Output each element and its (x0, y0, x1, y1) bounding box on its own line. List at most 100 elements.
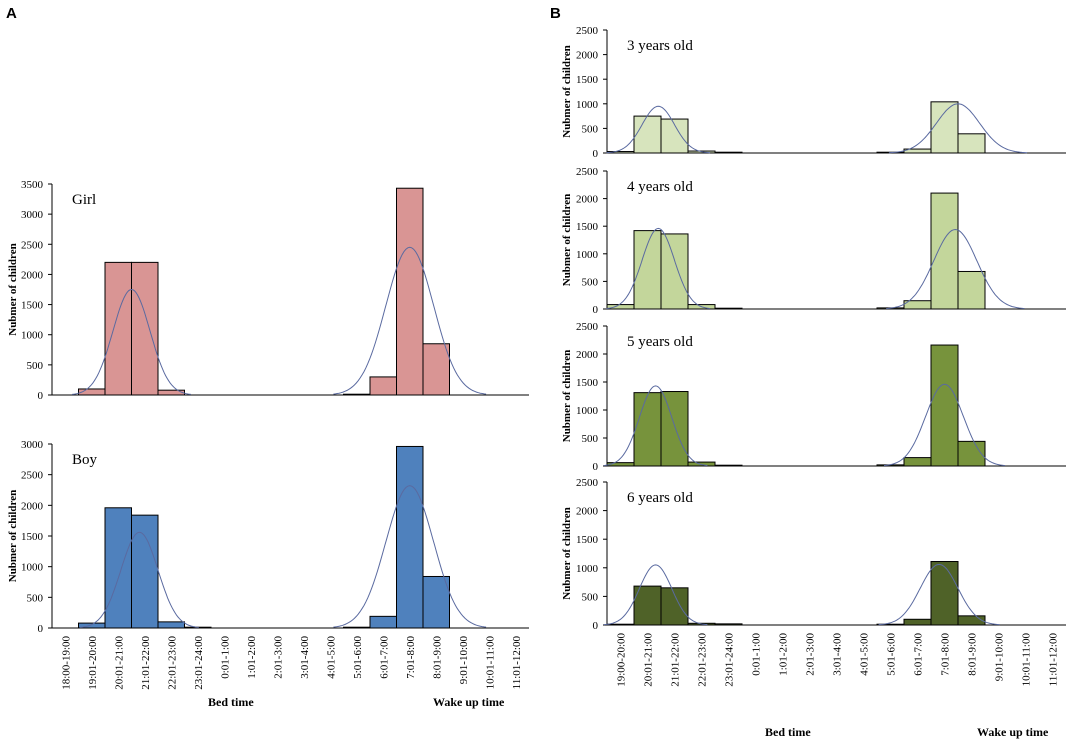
x-tick-label: 23:01-24:00 (724, 633, 736, 687)
bar-7:01-8:00 (396, 445, 424, 629)
normal-curve-0 (606, 105, 711, 154)
bar-6:01-7:00 (903, 457, 932, 467)
x-tick-label: 19:01-20:00 (87, 636, 99, 690)
x-tick-label: 6:01-7:00 (378, 636, 390, 679)
y-axis-label: Nubmer of children (7, 243, 19, 336)
y-tick-label: 2500 (576, 25, 599, 37)
bar-21:01-22:00 (131, 514, 159, 629)
chart-5: 0 500 1000 1500 2000 2500 Nubmer of children 6 … (561, 477, 1066, 632)
chart-1: 0 500 1000 1500 2000 2500 3000 Nubmer of childr… (7, 439, 529, 635)
bar-23:01-24:00 (714, 623, 743, 626)
bar-19:00-20:00 (606, 623, 635, 626)
y-tick-label: 0 (38, 390, 44, 402)
x-tick-label: 9:01-10:00 (994, 633, 1006, 682)
y-tick-label: 1500 (21, 531, 44, 543)
normal-curve-1 (878, 563, 1000, 626)
x-tick-label: 10:01-11:00 (1021, 633, 1033, 687)
y-tick-label: 1000 (21, 330, 44, 342)
bar-7:01-8:00 (930, 101, 959, 154)
bar-8:01-9:00 (957, 615, 986, 626)
x-tick-label: 4:01-5:00 (325, 636, 337, 679)
normal-curve-1 (883, 383, 1006, 466)
bar-8:01-9:00 (422, 343, 450, 396)
subplot-title: Boy (72, 452, 98, 468)
x-tick-label: 8:01-9:00 (431, 636, 443, 679)
normal-curve-0 (603, 564, 708, 626)
bar-8:01-9:00 (957, 133, 986, 154)
chart-4: 0 500 1000 1500 2000 2500 Nubmer of children 5 … (561, 321, 1066, 473)
y-tick-label: 500 (582, 591, 599, 603)
x-tick-label: 6:01-7:00 (913, 633, 925, 676)
x-tick-label: 7:01-8:00 (405, 636, 417, 679)
bar-21:01-22:00 (660, 587, 689, 626)
bar-20:01-21:00 (633, 230, 662, 310)
x-tick-label: 18:00-19:00 (60, 636, 72, 690)
x-tick-label: 11:01-12:00 (511, 636, 523, 690)
bar-8:01-9:00 (422, 575, 450, 629)
y-axis-label: Nubmer of children (561, 194, 573, 287)
normal-curve-0 (603, 385, 708, 466)
y-tick-label: 2000 (576, 50, 599, 62)
x-tick-label: 7:01-8:00 (940, 633, 952, 676)
panel-letter-b: B (550, 5, 561, 22)
y-tick-label: 1500 (576, 534, 599, 546)
normal-curve-1 (333, 246, 487, 395)
bar-20:01-21:00 (104, 507, 132, 629)
bar-23:01-24:00 (714, 464, 743, 467)
bar-21:01-22:00 (660, 391, 689, 467)
x-tick-label: 1:01-2:00 (778, 633, 790, 676)
y-axis-label: Nubmer of children (561, 507, 573, 600)
y-tick-label: 500 (27, 360, 44, 372)
chart-3: 0 500 1000 1500 2000 2500 Nubmer of children 4 … (561, 166, 1066, 316)
y-tick-label: 1000 (576, 405, 599, 417)
bar-23:01-24:00 (714, 307, 743, 310)
y-tick-label: 2500 (21, 470, 44, 482)
y-tick-label: 1000 (576, 99, 599, 111)
bar-20:01-21:00 (633, 392, 662, 467)
y-tick-label: 2500 (21, 239, 44, 251)
y-axis-label: Nubmer of children (561, 350, 573, 443)
bar-5:01-6:00 (343, 393, 371, 396)
y-tick-label: 0 (593, 620, 599, 632)
y-tick-label: 1500 (576, 74, 599, 86)
y-tick-label: 2500 (576, 321, 599, 333)
y-tick-label: 1500 (576, 221, 599, 233)
bar-8:01-9:00 (957, 270, 986, 310)
y-tick-label: 500 (582, 276, 599, 288)
bar-6:01-7:00 (369, 615, 397, 629)
x-tick-label: 23:01-24:00 (193, 636, 205, 690)
subplot-title: 3 years old (627, 38, 693, 54)
x-tick-label: 0:01-1:00 (219, 636, 231, 679)
bar-7:01-8:00 (930, 344, 959, 467)
y-tick-label: 2000 (576, 349, 599, 361)
normal-curve-1 (333, 485, 487, 628)
y-tick-label: 0 (593, 304, 599, 316)
x-tick-label: 22:01-23:00 (697, 633, 709, 687)
bar-7:01-8:00 (396, 187, 424, 396)
y-tick-label: 2500 (576, 477, 599, 489)
charts: 0 500 1000 1500 2000 2500 3000 3500 Nubmer of ch… (7, 25, 1066, 690)
y-tick-label: 3000 (21, 439, 44, 451)
y-axis-label: Nubmer of children (561, 45, 573, 138)
x-tick-label: 20:01-21:00 (643, 633, 655, 687)
subplot-title: 5 years old (627, 334, 693, 350)
normal-curve-0 (80, 531, 199, 628)
subplot-title: Girl (72, 192, 96, 208)
y-tick-label: 500 (582, 123, 599, 135)
x-tick-label: 21:01-22:00 (140, 636, 152, 690)
x-tick-label: 19:00-20:00 (616, 633, 628, 687)
xlabel-wake-b: Wake up time (977, 725, 1049, 739)
y-tick-label: 2000 (576, 506, 599, 518)
y-tick-label: 3000 (21, 209, 44, 221)
x-tick-label: 9:01-10:00 (458, 636, 470, 685)
panel-letter-a: A (6, 5, 17, 22)
chart-0: 0 500 1000 1500 2000 2500 3000 3500 Nubmer of ch… (7, 179, 529, 402)
subplot-title: 6 years old (627, 490, 693, 506)
y-tick-label: 0 (593, 148, 599, 160)
bar-20:01-21:00 (633, 585, 662, 626)
y-tick-label: 500 (582, 433, 599, 445)
y-tick-label: 0 (38, 623, 44, 635)
subplot-title: 4 years old (627, 179, 693, 195)
y-tick-label: 1500 (21, 300, 44, 312)
